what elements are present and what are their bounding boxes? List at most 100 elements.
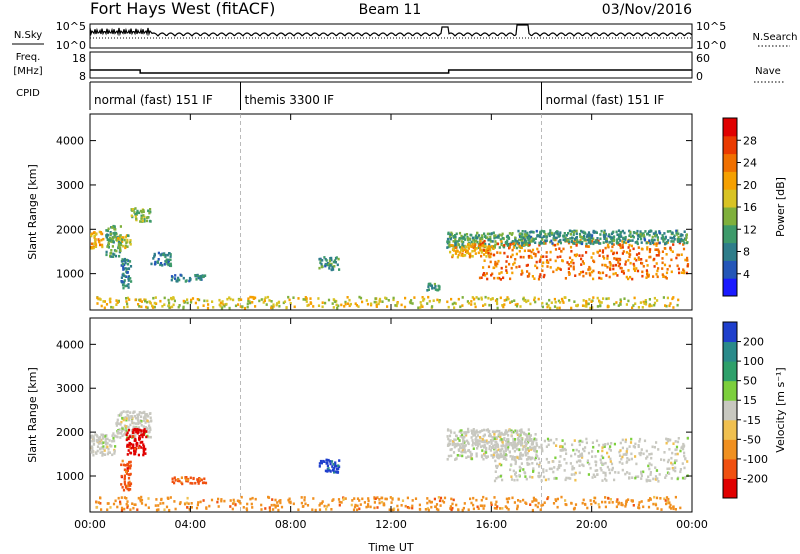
data-cell [482,434,485,438]
data-cell [645,478,648,482]
data-cell [467,455,470,458]
data-cell [460,248,463,252]
data-cell [327,503,330,507]
data-cell [127,436,130,440]
data-cell [318,257,321,261]
data-cell [495,264,498,268]
data-cell [165,258,168,261]
data-cell [358,295,361,299]
data-cell [112,239,115,243]
data-cell [525,458,529,461]
data-cell [618,454,622,457]
data-cell [583,236,586,240]
data-cell [563,469,566,472]
data-cell [122,268,125,271]
data-cell [505,458,508,461]
data-cell [539,474,542,478]
data-cell [318,465,321,468]
data-cell [528,243,531,247]
data-cell [674,440,677,443]
data-cell [554,248,558,251]
data-cell [592,242,595,246]
data-cell [144,417,147,420]
data-cell [574,471,577,475]
data-cell [654,230,657,234]
data-cell [479,245,482,248]
data-cell [578,443,581,447]
data-cell [220,499,223,503]
data-cell [509,468,512,472]
colorbar-swatch [723,260,737,279]
data-cell [438,499,442,503]
data-cell [459,251,462,254]
data-cell [617,241,620,245]
data-cell [206,306,210,310]
data-cell [149,435,152,439]
data-cell [483,239,486,243]
data-cell [628,234,631,238]
data-cell [443,496,447,500]
data-cell [108,451,111,454]
data-cell [178,502,182,506]
data-cell [452,442,455,445]
data-cell [583,231,586,235]
data-cell [151,304,154,308]
data-cell [161,264,164,267]
data-cell [437,508,440,512]
data-cell [653,265,656,268]
data-cell [514,258,517,261]
data-cell [90,234,93,238]
data-cell [493,443,496,447]
data-cell [516,443,519,447]
data-cell [668,264,671,268]
data-cell [473,302,476,306]
data-cell [129,411,132,414]
data-cell [424,508,427,511]
data-cell [282,301,285,305]
data-cell [449,250,452,254]
data-cell [472,243,475,246]
data-cell [671,231,674,234]
data-cell [121,427,124,431]
data-cell [503,433,506,436]
data-cell [581,270,585,274]
data-cell [581,241,584,244]
data-cell [571,258,574,262]
data-cell [539,273,542,276]
data-cell [288,497,291,501]
data-cell [97,501,101,504]
data-cell [625,303,628,306]
data-cell [454,235,457,239]
data-cell [535,450,538,453]
data-cell [184,300,187,303]
data-cell [327,458,330,462]
data-cell [483,454,486,457]
data-cell [566,261,569,264]
data-cell [219,301,222,305]
colorbar-tick-label: 100 [743,355,764,368]
data-cell [138,437,141,440]
data-cell [626,457,629,460]
data-cell [130,446,133,450]
colorbar-frame [722,321,738,499]
data-cell [458,237,461,240]
data-cell [648,453,651,456]
data-cell [637,445,640,448]
data-cell [563,442,566,446]
data-cell [670,477,673,480]
data-cell [541,264,544,268]
data-cell [115,299,118,302]
data-cell [141,219,145,223]
data-cell [167,497,170,500]
data-cell [523,431,526,435]
data-cell [319,258,322,262]
data-cell [343,497,346,500]
data-cell [567,239,570,243]
data-cell [300,496,303,499]
data-cell [474,234,478,238]
data-cell [649,479,652,482]
data-cell [506,448,509,451]
data-cell [251,506,254,509]
data-cell [570,502,573,505]
